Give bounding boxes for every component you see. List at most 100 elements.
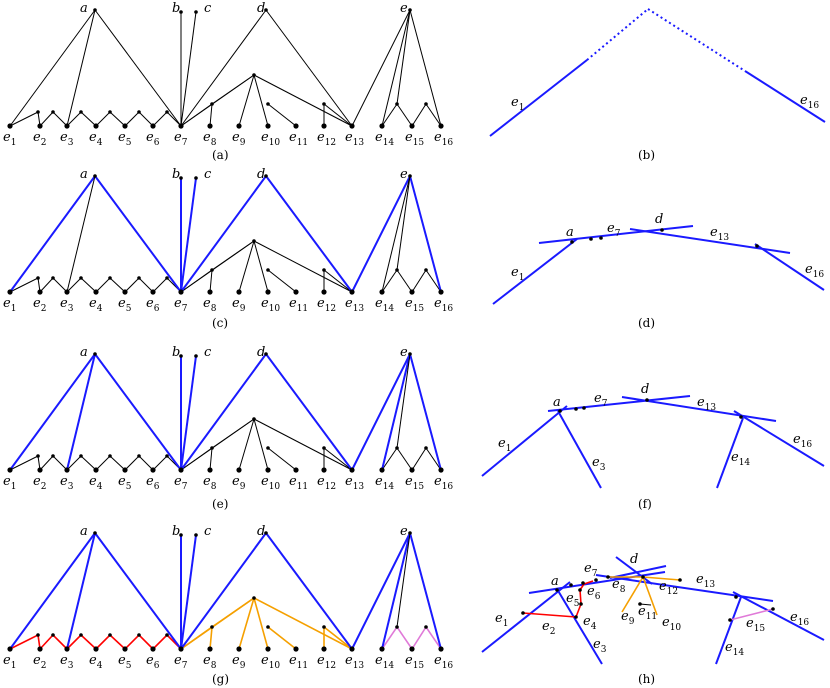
- leaf-node: [207, 646, 213, 652]
- label-e1-base: e: [511, 95, 519, 110]
- small-edge: [425, 626, 442, 650]
- leaf-label-e1-base: e: [3, 474, 11, 489]
- leaf-node: [122, 467, 128, 473]
- small-edge: [381, 447, 398, 471]
- segment-e16: [744, 70, 826, 123]
- top-label-c: c: [204, 1, 212, 16]
- leaf-label-e1-sub: 1: [11, 482, 17, 492]
- hub-edge: [211, 240, 255, 271]
- leaf-label-e12-base: e: [317, 130, 325, 145]
- leaf-label-e8: e8: [203, 653, 217, 671]
- leaf-label-e9-base: e: [232, 474, 240, 489]
- leaf-label-e14-base: e: [375, 296, 383, 311]
- leaf-node: [122, 289, 128, 295]
- label-e15-base: e: [746, 616, 754, 631]
- inner-node: [322, 446, 326, 450]
- inner-node: [36, 454, 40, 458]
- leaf-label-e4-sub: 4: [97, 304, 103, 314]
- leaf-label-e15-base: e: [405, 653, 413, 668]
- vertex: [555, 588, 559, 592]
- spine-edge: [180, 534, 197, 650]
- leaf-label-e10-sub: 10: [269, 304, 281, 314]
- label-e14: e14: [725, 640, 744, 658]
- leaf-label-e11-base: e: [289, 474, 297, 489]
- top-label-e: e: [400, 167, 408, 182]
- leaf-label-e5: e5: [118, 296, 132, 314]
- leaf-label-e8-base: e: [203, 653, 211, 668]
- leaf-label-e14-sub: 14: [383, 482, 395, 492]
- chain-edge: [152, 277, 168, 293]
- small-edge: [396, 626, 413, 650]
- leaf-label-e8-base: e: [203, 474, 211, 489]
- vertex: [570, 240, 574, 244]
- label-e15-sub: 15: [754, 624, 766, 634]
- leaf-node: [150, 646, 156, 652]
- inner-node: [322, 268, 326, 272]
- inner-node: [322, 625, 326, 629]
- vertex: [641, 575, 645, 579]
- spine-edge: [94, 9, 182, 127]
- label-e1: e1: [495, 611, 508, 629]
- line-e14: [715, 596, 742, 665]
- leaf-label-e5-base: e: [118, 474, 126, 489]
- top-label-b: b: [172, 1, 180, 16]
- leaf-label-e13-base: e: [345, 474, 353, 489]
- label-a: a: [566, 225, 574, 240]
- label-e6: e6: [587, 584, 601, 602]
- inner-node: [252, 239, 256, 243]
- leaf-label-e9: e9: [232, 653, 246, 671]
- leaf-label-e1-sub: 1: [11, 304, 17, 314]
- dotted-e16: [647, 8, 746, 72]
- leaf-label-e11-base: e: [289, 296, 297, 311]
- label-e1-sub: 1: [503, 619, 509, 629]
- chain-edge: [39, 455, 54, 471]
- label-e11: e11: [638, 604, 657, 622]
- label-e3: e3: [593, 637, 607, 655]
- chain-edge: [138, 634, 154, 650]
- leaf-label-e2-sub: 2: [41, 661, 47, 671]
- leaf-label-e2: e2: [33, 474, 46, 492]
- leaf-label-e15-sub: 15: [413, 138, 425, 148]
- label-e10: e10: [662, 615, 681, 633]
- inner-node: [165, 454, 169, 458]
- chain-edge: [9, 277, 39, 293]
- caption-(a): (a): [212, 148, 229, 162]
- leaf-label-e12-sub: 12: [325, 304, 336, 314]
- chain-edge: [124, 455, 140, 471]
- leaf-label-e6: e6: [146, 474, 160, 492]
- leaf-label-e2-base: e: [33, 296, 41, 311]
- inner-edge: [66, 9, 96, 127]
- leaf-label-e3-base: e: [60, 296, 68, 311]
- leaf-label-e13-sub: 13: [353, 138, 365, 148]
- leaf-label-e5-sub: 5: [126, 482, 132, 492]
- small-edge: [425, 447, 442, 471]
- leaf-label-e14-sub: 14: [383, 138, 395, 148]
- leaf-label-e10: e10: [261, 130, 280, 148]
- leaf-label-e16-base: e: [434, 130, 442, 145]
- inner-node: [79, 633, 83, 637]
- leaf-label-e3-sub: 3: [68, 482, 74, 492]
- leaf-label-e7: e7: [174, 296, 188, 314]
- leaf-label-e15: e15: [405, 296, 424, 314]
- dotted-e1: [586, 8, 649, 61]
- hub-edge: [238, 240, 255, 293]
- leaf-label-e4: e4: [89, 474, 103, 492]
- hub-edge: [211, 597, 255, 628]
- leaf-label-e1: e1: [3, 653, 16, 671]
- spine-edge: [351, 532, 411, 650]
- leaf-label-e13-base: e: [345, 296, 353, 311]
- inner-node: [424, 268, 428, 272]
- label-e7: e7: [607, 221, 621, 239]
- top-node-c: [194, 354, 198, 358]
- leaf-label-e12: e12: [317, 296, 336, 314]
- vertex: [582, 406, 586, 410]
- leaf-label-e1: e1: [3, 130, 16, 148]
- label-e16: e16: [800, 93, 819, 111]
- hub-edge: [211, 418, 255, 449]
- label-e7-base: e: [584, 561, 592, 576]
- leaf-label-e12: e12: [317, 653, 336, 671]
- leaf-label-e16-base: e: [434, 474, 442, 489]
- line-e1: [492, 238, 578, 305]
- vertex: [638, 602, 642, 606]
- leaf-label-e6-base: e: [146, 653, 154, 668]
